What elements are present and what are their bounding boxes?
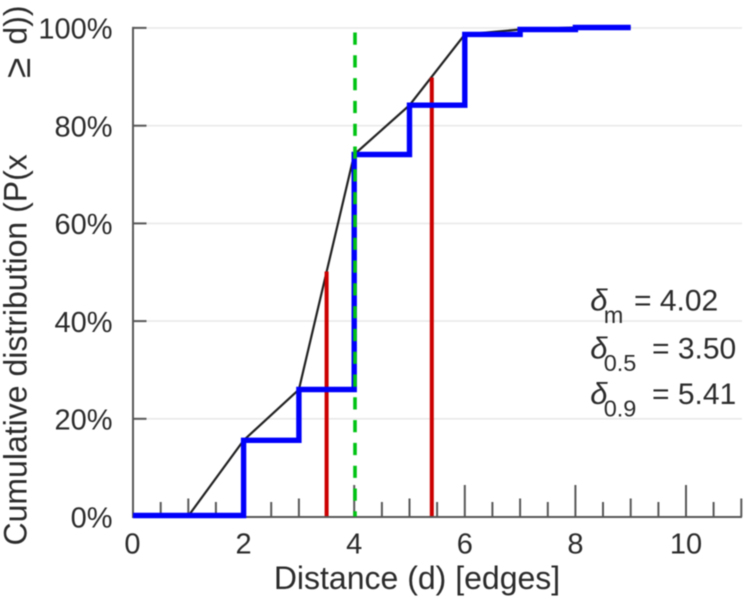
svg-text:20%: 20% — [54, 405, 112, 437]
svg-text:10: 10 — [670, 529, 702, 561]
svg-text:4: 4 — [346, 529, 362, 561]
svg-text:δ: δ — [590, 283, 608, 318]
svg-text:40%: 40% — [54, 307, 112, 339]
svg-text:δ: δ — [590, 331, 608, 366]
svg-text:100%: 100% — [38, 14, 112, 46]
svg-text:0.5: 0.5 — [604, 350, 637, 376]
svg-text:0.9: 0.9 — [604, 396, 637, 422]
svg-text:= 5.41: = 5.41 — [652, 378, 736, 411]
svg-text:Cumulative distribution (P(x: Cumulative distribution (P(x — [0, 154, 34, 545]
svg-text:0%: 0% — [71, 502, 113, 534]
svg-text:≥: ≥ — [0, 58, 38, 78]
svg-text:2: 2 — [236, 529, 252, 561]
svg-text:80%: 80% — [54, 112, 112, 144]
svg-text:Distance (d) [edges]: Distance (d) [edges] — [274, 560, 560, 596]
svg-text:0: 0 — [124, 529, 140, 561]
svg-text:6: 6 — [457, 529, 473, 561]
svg-text:d)): d)) — [0, 5, 34, 44]
svg-text:= 4.02: = 4.02 — [634, 285, 718, 318]
svg-text:60%: 60% — [54, 209, 112, 241]
svg-text:δ: δ — [590, 376, 608, 411]
svg-text:m: m — [604, 302, 624, 328]
svg-text:= 3.50: = 3.50 — [652, 333, 736, 366]
svg-text:8: 8 — [567, 529, 583, 561]
